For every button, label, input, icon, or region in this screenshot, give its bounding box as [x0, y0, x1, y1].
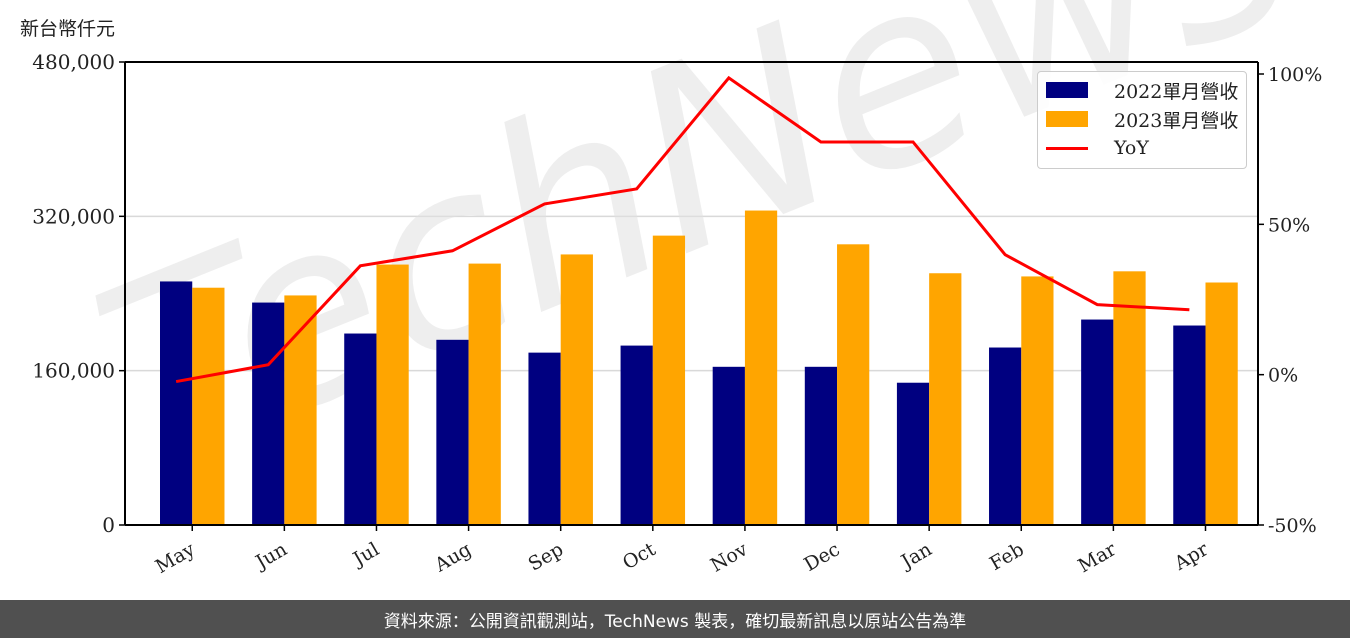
y-tick-label: 480,000 — [32, 50, 115, 74]
bar-2022 — [344, 333, 377, 525]
x-tick-label: Sep — [525, 538, 568, 575]
x-tick-label: Jun — [250, 538, 291, 574]
x-tick-label: Jul — [348, 538, 383, 571]
bar-2022 — [1173, 325, 1206, 525]
x-tick-label: Mar — [1074, 538, 1120, 577]
bar-2023 — [1113, 271, 1146, 525]
bar-2023 — [192, 287, 225, 525]
x-tick-label: May — [152, 538, 199, 578]
bar-2022 — [712, 366, 745, 525]
chart-canvas: TechNews0160,000320,000480,000-50%0%50%1… — [32, 0, 1328, 578]
legend-label-2022: 2022單月營收 — [1114, 80, 1239, 103]
y2-tick-label: 100% — [1268, 64, 1322, 86]
bar-2022 — [160, 281, 193, 525]
y2-tick-label: 0% — [1268, 365, 1298, 387]
source-text: 資料來源：公開資訊觀測站，TechNews 製表，確切最新訊息以原站公告為準 — [383, 611, 967, 632]
bar-2022 — [804, 366, 838, 525]
bar-2023 — [376, 264, 409, 525]
y-tick-label: 320,000 — [32, 204, 115, 228]
x-tick-label: Aug — [430, 538, 475, 577]
bar-2022 — [620, 345, 653, 525]
legend-item-2023: 2023單月營收 — [1046, 107, 1239, 132]
bar-2022 — [1081, 319, 1114, 525]
legend-label-2023: 2023單月營收 — [1114, 109, 1239, 132]
source-footer: 資料來源：公開資訊觀測站，TechNews 製表，確切最新訊息以原站公告為準 — [0, 600, 1350, 638]
x-tick-label: Dec — [800, 538, 843, 576]
chart-legend: 2022單月營收 2023單月營收 YoY — [1037, 71, 1247, 169]
x-tick-label: Feb — [986, 538, 1028, 575]
legend-swatch-2023 — [1046, 111, 1088, 127]
y2-tick-label: 50% — [1268, 214, 1310, 236]
bar-2023 — [652, 235, 686, 525]
yoy-line — [175, 75, 1190, 384]
x-tick-label: Jan — [896, 538, 936, 574]
legend-item-2022: 2022單月營收 — [1046, 78, 1239, 103]
bar-2023 — [1205, 282, 1238, 525]
bar-2023 — [1021, 276, 1054, 525]
x-tick-label: Nov — [707, 538, 752, 577]
bar-2023 — [560, 254, 593, 525]
y-tick-label: 0 — [102, 513, 115, 537]
legend-line-yoy — [1046, 146, 1088, 150]
legend-swatch-2022 — [1046, 82, 1088, 98]
legend-label-yoy: YoY — [1114, 137, 1149, 159]
x-tick-label: Apr — [1170, 538, 1213, 575]
bar-2023 — [929, 273, 962, 525]
x-tick-label: Oct — [619, 538, 660, 574]
bar-2023 — [284, 295, 317, 525]
bar-2022 — [528, 352, 561, 525]
bar-2022 — [436, 339, 469, 525]
bar-2023 — [468, 263, 501, 525]
y-tick-label: 160,000 — [32, 359, 115, 383]
y2-tick-label: -50% — [1268, 515, 1317, 537]
bar-2022 — [252, 302, 285, 525]
bar-2022 — [896, 382, 930, 525]
legend-item-yoy: YoY — [1046, 136, 1149, 160]
bar-2023 — [837, 244, 870, 525]
y-axis-unit-label: 新台幣仟元 — [20, 18, 116, 40]
bar-2023 — [744, 210, 778, 525]
bar-2022 — [989, 347, 1022, 525]
